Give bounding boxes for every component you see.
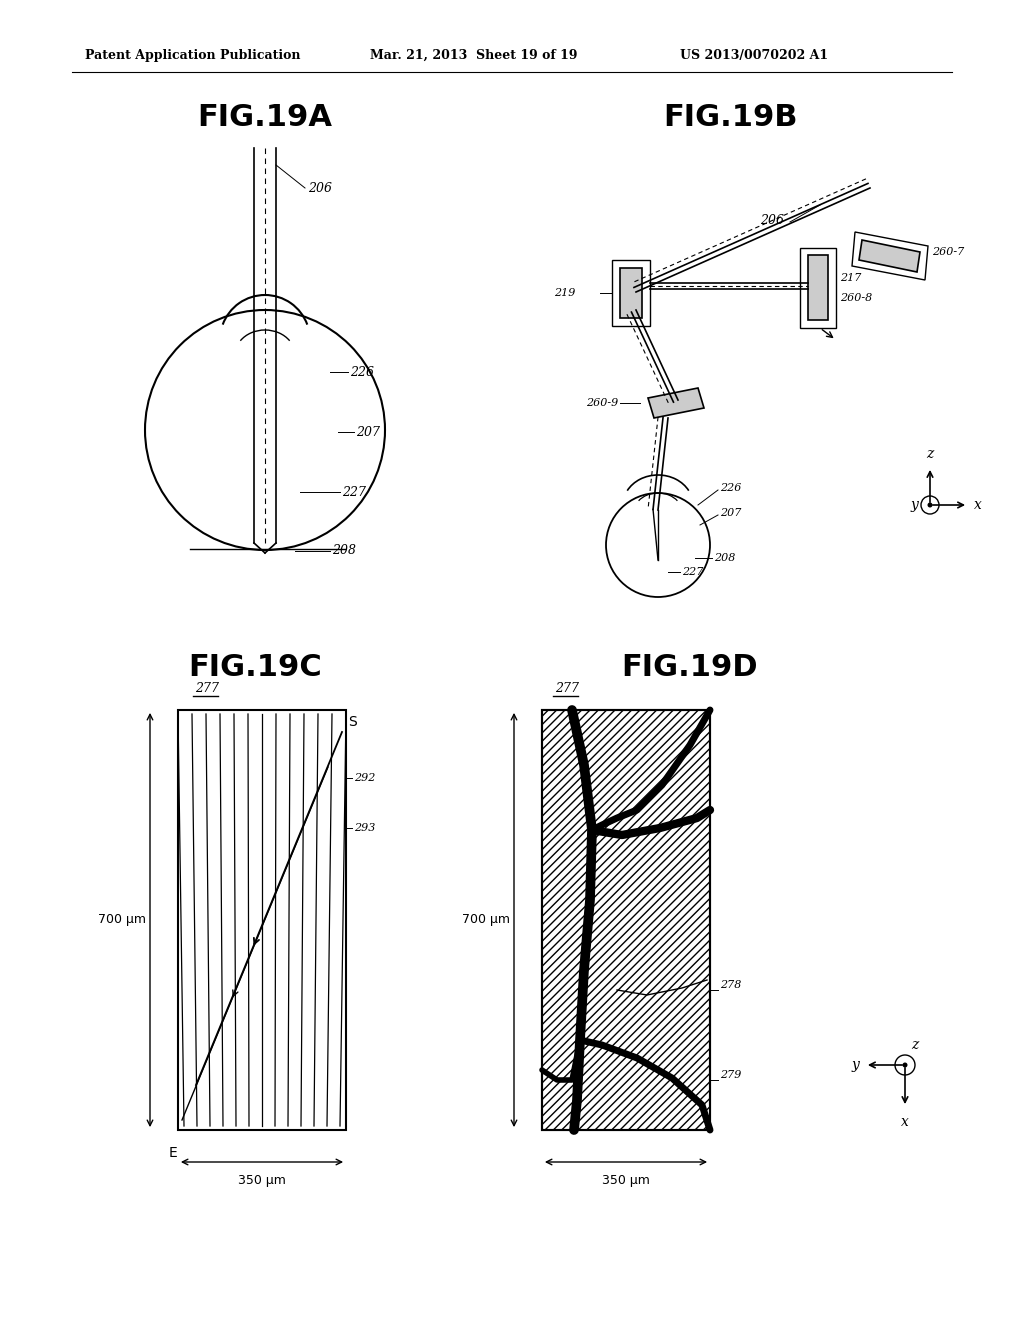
Text: E: E	[169, 1146, 177, 1160]
Text: 260-9: 260-9	[586, 399, 618, 408]
Text: 279: 279	[720, 1071, 741, 1080]
Polygon shape	[620, 268, 642, 318]
Text: x: x	[974, 498, 982, 512]
Text: S: S	[348, 715, 356, 729]
Polygon shape	[648, 388, 705, 418]
Text: US 2013/0070202 A1: US 2013/0070202 A1	[680, 49, 828, 62]
Text: y: y	[910, 498, 918, 512]
Text: z: z	[911, 1038, 919, 1052]
Text: 278: 278	[720, 979, 741, 990]
Text: 208: 208	[332, 544, 356, 557]
Text: 206: 206	[760, 214, 784, 227]
Text: 217: 217	[840, 273, 861, 282]
Bar	[542, 710, 710, 1130]
Polygon shape	[808, 255, 828, 319]
Text: Mar. 21, 2013  Sheet 19 of 19: Mar. 21, 2013 Sheet 19 of 19	[370, 49, 578, 62]
Text: 207: 207	[356, 425, 380, 438]
Text: 293: 293	[354, 822, 376, 833]
Text: x: x	[901, 1115, 909, 1129]
Bar	[178, 710, 346, 1130]
Text: 260-8: 260-8	[840, 293, 872, 304]
Circle shape	[902, 1063, 907, 1068]
Text: 226: 226	[350, 366, 374, 379]
Circle shape	[928, 503, 933, 507]
Text: FIG.19A: FIG.19A	[198, 103, 333, 132]
Text: 350 μm: 350 μm	[238, 1173, 286, 1187]
Text: FIG.19D: FIG.19D	[622, 653, 759, 682]
Text: 260-7: 260-7	[932, 247, 965, 257]
Polygon shape	[859, 240, 920, 272]
Text: 227: 227	[342, 486, 366, 499]
Bar	[542, 710, 710, 1130]
Text: FIG.19B: FIG.19B	[663, 103, 798, 132]
Text: 226: 226	[720, 483, 741, 492]
Text: z: z	[927, 447, 934, 461]
Text: 207: 207	[720, 508, 741, 517]
Text: 227: 227	[682, 568, 703, 577]
Text: 208: 208	[714, 553, 735, 564]
Text: y: y	[851, 1059, 859, 1072]
Text: 350 μm: 350 μm	[602, 1173, 650, 1187]
Text: 292: 292	[354, 774, 376, 783]
Text: 277: 277	[555, 682, 579, 696]
Text: 219: 219	[554, 288, 575, 298]
Text: FIG.19C: FIG.19C	[188, 653, 322, 682]
Text: Patent Application Publication: Patent Application Publication	[85, 49, 300, 62]
Text: 277: 277	[195, 682, 219, 696]
Text: 700 μm: 700 μm	[98, 913, 146, 927]
Text: 700 μm: 700 μm	[462, 913, 510, 927]
Text: 206: 206	[308, 181, 332, 194]
